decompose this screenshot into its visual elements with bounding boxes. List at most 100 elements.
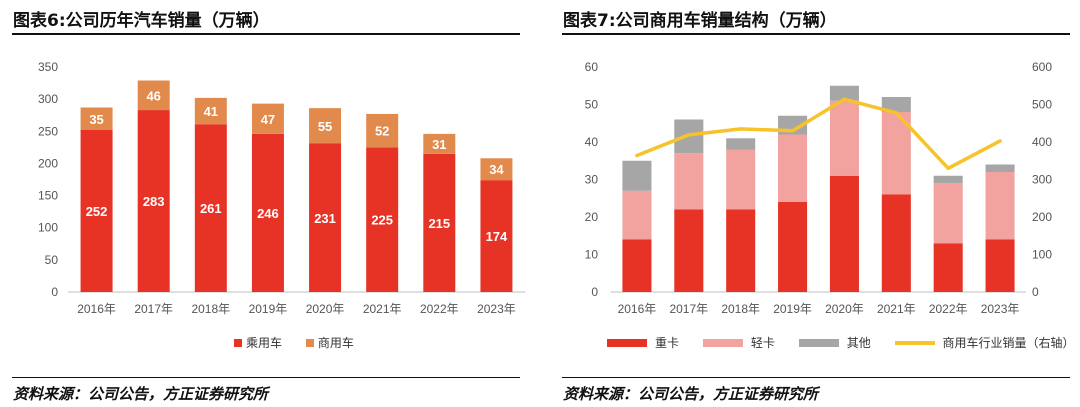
data-label: 246 — [257, 206, 279, 221]
bar-passenger — [137, 110, 170, 292]
bar-light-truck — [622, 190, 652, 240]
bar-other — [881, 97, 911, 112]
source-note: 资料来源：公司公告，方正证券研究所 — [13, 385, 269, 403]
bar-passenger — [480, 180, 513, 292]
y-tick-label: 100 — [38, 221, 58, 235]
legend-swatch — [702, 338, 743, 347]
bar-heavy-truck — [829, 175, 859, 292]
data-label: 252 — [86, 204, 108, 219]
y-tick-label-left: 10 — [585, 248, 599, 262]
y-tick-label-left: 30 — [585, 173, 599, 187]
bar-commercial — [423, 133, 456, 154]
bar-other — [726, 138, 756, 150]
legend-label: 轻卡 — [750, 336, 775, 350]
legend-label: 重卡 — [655, 336, 680, 350]
y-tick-label-left: 0 — [591, 285, 598, 299]
bar-light-truck — [726, 149, 756, 210]
data-label: 261 — [200, 201, 222, 216]
x-tick-label: 2021年 — [363, 302, 402, 316]
bar-light-truck — [829, 100, 859, 176]
data-label: 174 — [486, 229, 508, 244]
legend-item-heavy: 重卡 — [607, 334, 679, 351]
legend-label: 其他 — [846, 336, 871, 350]
bar-light-truck — [985, 172, 1015, 240]
y-tick-label: 200 — [38, 156, 58, 170]
legend-swatch — [894, 340, 935, 345]
bar-commercial — [309, 108, 342, 144]
legend-item-light: 轻卡 — [702, 334, 775, 351]
figure-title: 图表6:公司历年汽车销量（万辆） — [13, 11, 270, 31]
bar-light-truck — [933, 183, 963, 244]
x-tick-label: 2023年 — [477, 302, 516, 316]
bar-heavy-truck — [622, 239, 652, 292]
data-label: 225 — [371, 213, 393, 228]
bar-heavy-truck — [726, 209, 756, 292]
y-tick-label-left: 20 — [585, 210, 599, 224]
bar-heavy-truck — [881, 194, 911, 292]
industry-sales-line — [635, 97, 1002, 171]
bar-other — [985, 164, 1015, 172]
bar-passenger — [423, 153, 456, 292]
bar-heavy-truck — [933, 243, 963, 292]
bar-passenger — [366, 147, 399, 292]
data-label: 47 — [261, 112, 275, 127]
bar-commercial — [366, 113, 399, 148]
bar-commercial — [80, 107, 113, 130]
x-tick-label: 2019年 — [249, 302, 288, 316]
stacked-bar-chart: 0 50 100 150 200 250 300 350 252 35 2016年 283 46 2017… — [38, 60, 525, 316]
data-label: 34 — [489, 162, 504, 177]
y-tick-label: 150 — [38, 189, 58, 203]
y-tick-label: 350 — [38, 60, 58, 74]
title-rule — [12, 33, 520, 35]
y-tick-label-right: 100 — [1032, 248, 1052, 262]
bar-passenger — [80, 130, 113, 292]
y-tick-label: 300 — [38, 92, 58, 106]
legend-label: 商用车 — [317, 336, 354, 350]
x-tick-label: 2017年 — [134, 302, 173, 316]
x-tick-label: 2018年 — [191, 302, 230, 316]
data-label: 215 — [428, 216, 450, 231]
x-tick-label: 2019年 — [773, 302, 812, 316]
y-tick-label: 50 — [45, 253, 59, 267]
bar-light-truck — [674, 153, 704, 210]
commercial-structure-chart-panel: 图表7:公司商用车销量结构（万辆） 0 10 20 30 40 50 60 0 100 200 30… — [550, 0, 1080, 407]
bar-commercial — [137, 80, 170, 111]
vehicle-sales-chart-panel: 图表6:公司历年汽车销量（万辆） 0 50 100 150 200 250 300 350 25… — [0, 0, 530, 407]
y-tick-label-left: 50 — [585, 98, 599, 112]
bar-passenger — [309, 143, 342, 292]
bar-other — [933, 175, 963, 184]
y-tick-label-left: 60 — [585, 60, 599, 74]
y-tick-label-right: 400 — [1032, 135, 1052, 149]
data-label: 46 — [146, 88, 160, 103]
bar-heavy-truck — [674, 209, 704, 292]
source-rule — [12, 377, 520, 378]
data-label: 55 — [318, 119, 332, 134]
y-tick-label: 0 — [51, 285, 58, 299]
bar-heavy-truck — [985, 239, 1015, 292]
legend-swatch — [305, 338, 314, 347]
y-tick-label-right: 300 — [1032, 173, 1052, 187]
bar-heavy-truck — [778, 202, 808, 292]
x-tick-label: 2022年 — [929, 302, 968, 316]
y-tick-label-right: 200 — [1032, 210, 1052, 224]
chart-legend: 重卡 轻卡 其他 商用车行业销量（右轴） — [607, 334, 1075, 351]
bar-passenger — [251, 133, 284, 292]
x-tick-label: 2020年 — [306, 302, 345, 316]
y-tick-label-left: 40 — [585, 135, 599, 149]
chart-legend: 乘用车 商用车 — [234, 334, 374, 351]
y-tick-label-right: 500 — [1032, 98, 1052, 112]
source-rule — [562, 377, 1070, 378]
x-tick-label: 2018年 — [721, 302, 760, 316]
title-rule — [562, 33, 1070, 35]
legend-swatch — [798, 338, 839, 347]
bar-light-truck — [881, 112, 911, 195]
data-label: 35 — [89, 112, 103, 127]
x-tick-label: 2017年 — [669, 302, 708, 316]
bar-light-truck — [778, 134, 808, 202]
bar-other — [622, 160, 652, 191]
data-label: 31 — [432, 137, 446, 152]
bar-passenger — [194, 124, 227, 292]
data-label: 231 — [314, 211, 336, 226]
x-tick-label: 2023年 — [981, 302, 1020, 316]
legend-label: 乘用车 — [246, 336, 283, 350]
